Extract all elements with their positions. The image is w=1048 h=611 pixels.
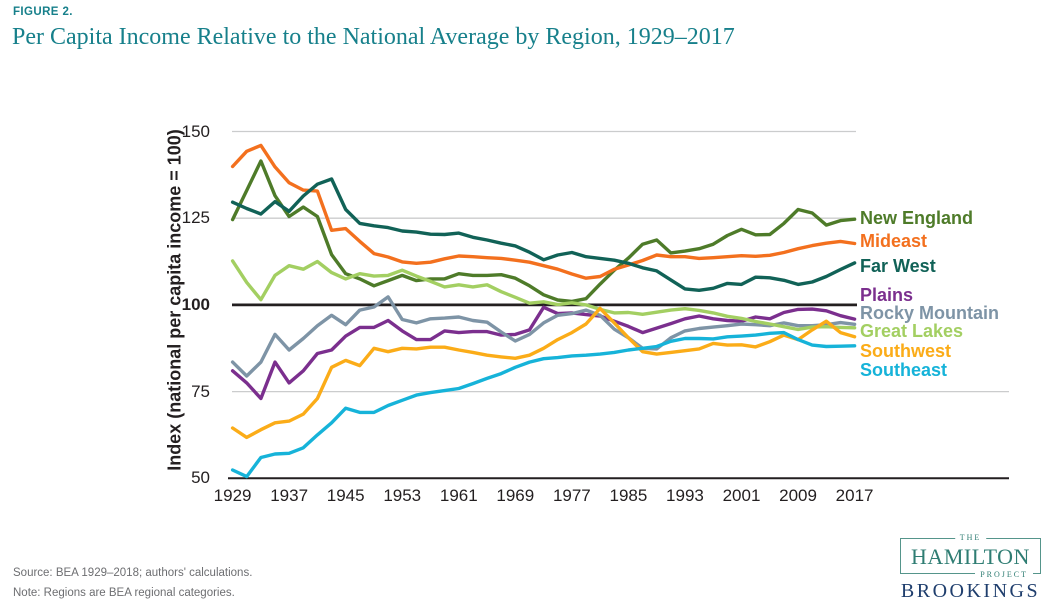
figure-label: FIGURE 2. (13, 6, 73, 18)
x-tick-label-1969: 1969 (496, 486, 535, 505)
series-line-southeast (230, 330, 857, 479)
logo-hamilton-text: HAMILTON (911, 543, 1030, 569)
source-note: Source: BEA 1929–2018; authors' calculat… (13, 567, 253, 579)
series-line-southwest (230, 306, 857, 440)
x-tick-label-1993: 1993 (666, 486, 704, 505)
y-axis-title: Index (national per capita income = 100) (164, 129, 185, 471)
y-tick-label-150: 150 (181, 121, 210, 141)
logo-the-text: THE (954, 533, 987, 542)
x-tick-label-1985: 1985 (609, 486, 648, 505)
series-line-far-west (230, 177, 857, 292)
x-tick-label-1929: 1929 (213, 486, 252, 505)
series-line-mideast (230, 143, 857, 280)
x-tick-label-1937: 1937 (270, 486, 309, 505)
x-tick-label-1977: 1977 (552, 486, 591, 505)
x-tick-label-2017: 2017 (835, 486, 874, 505)
series-line-great-lakes (230, 259, 857, 332)
legend-label-mideast: Mideast (860, 231, 928, 251)
regions-note: Note: Regions are BEA regional categorie… (13, 587, 235, 599)
logo-project-text: PROJECT (975, 570, 1033, 579)
hamilton-logo-box: THE HAMILTON PROJECT (900, 533, 1041, 579)
y-tick-label-75: 75 (191, 381, 210, 401)
x-tick-label-2001: 2001 (722, 486, 761, 505)
y-tick-label-100: 100 (181, 294, 210, 314)
y-tick-label-125: 125 (181, 208, 210, 228)
hamilton-project-logo: THE HAMILTON PROJECT BROOKINGS (900, 529, 1041, 603)
legend-label-new-england: New England (860, 208, 974, 228)
legend-label-far-west: Far West (860, 256, 936, 276)
x-tick-label-1961: 1961 (439, 486, 478, 505)
legend-label-southeast: Southeast (860, 360, 948, 380)
legend-label-great-lakes: Great Lakes (860, 321, 964, 341)
legend-label-southwest: Southwest (860, 341, 952, 361)
series-line-new-england (230, 159, 857, 304)
legend-label-plains: Plains (860, 285, 914, 305)
brookings-logo-text: BROOKINGS (900, 580, 1041, 602)
y-tick-label-50: 50 (191, 468, 210, 488)
legend-label-rocky-mountain: Rocky Mountain (860, 303, 1000, 323)
x-tick-label-1945: 1945 (326, 486, 365, 505)
series-line-rocky-mountain (230, 295, 857, 378)
x-tick-label-1953: 1953 (383, 486, 422, 505)
series-line-plains (230, 305, 857, 401)
page-title: Per Capita Income Relative to the Nation… (12, 24, 735, 50)
x-tick-label-2009: 2009 (779, 486, 817, 505)
